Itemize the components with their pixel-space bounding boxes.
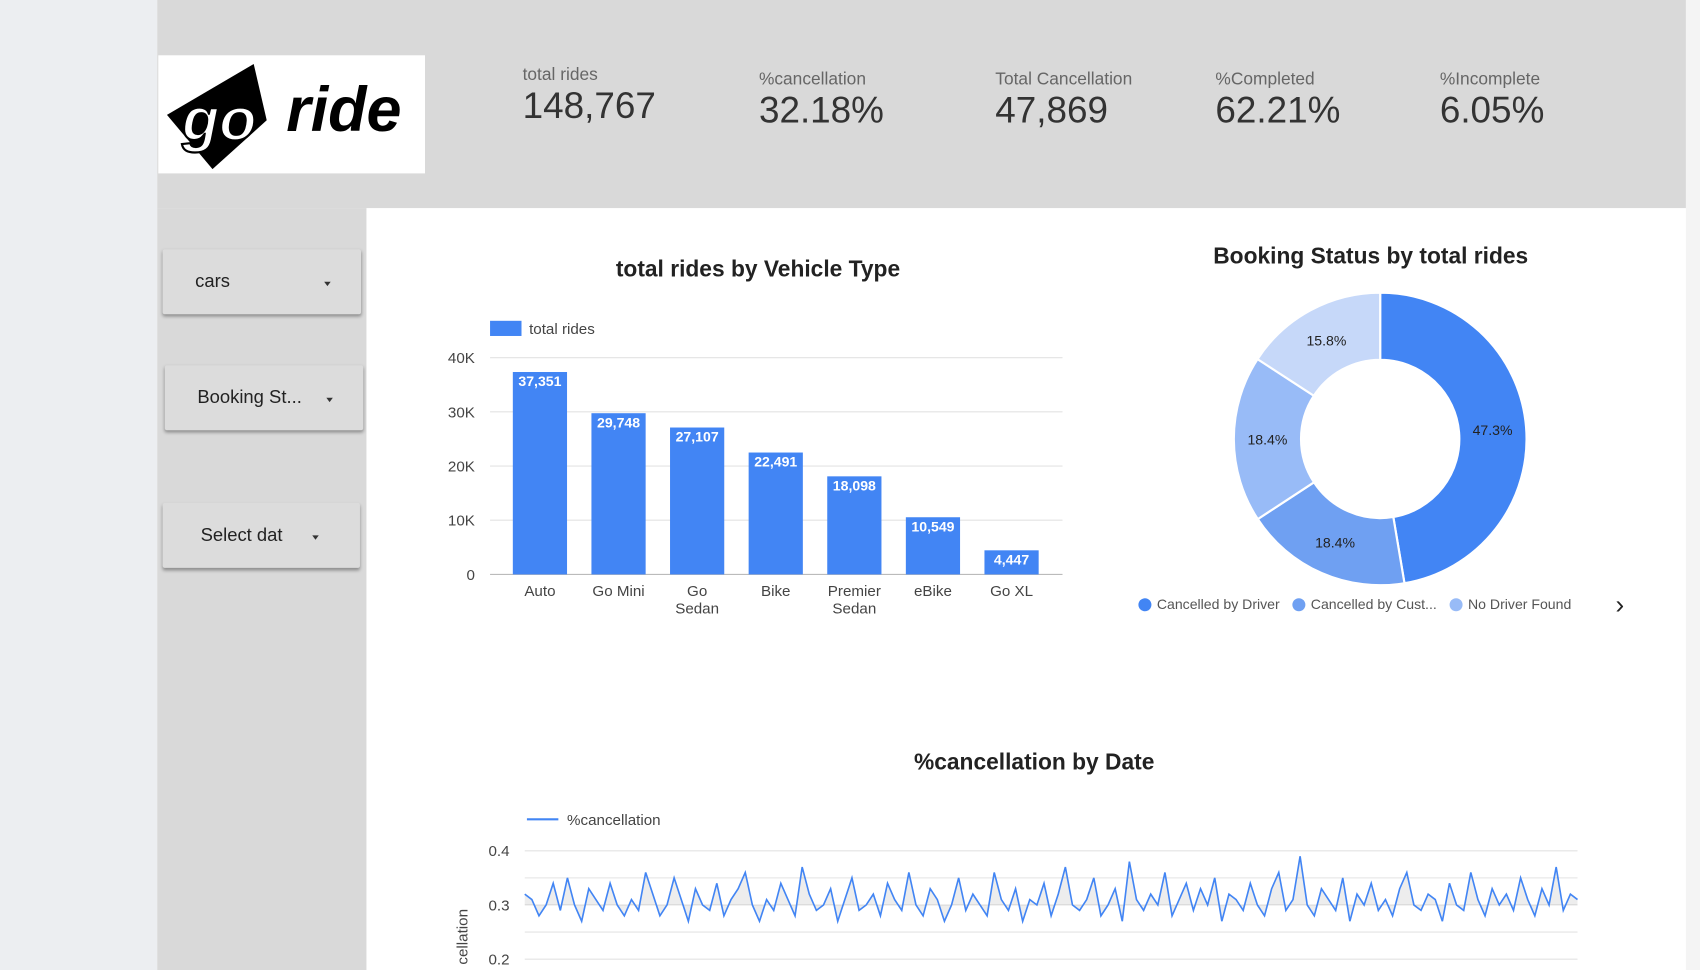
filter-sidebar (157, 208, 367, 970)
legend-swatch (490, 320, 522, 336)
x-tick-label: Auto (524, 583, 555, 600)
slice-label: 18.4% (1315, 535, 1355, 551)
legend-next-arrow-icon[interactable]: › (1615, 589, 1624, 619)
donut-slice (1379, 291, 1528, 585)
y-tick-label: 0.3 (488, 897, 509, 914)
kpi-total-rides: total rides 148,767 (523, 66, 656, 128)
bar-value-label: 4,447 (994, 551, 1029, 567)
legend-dot (1449, 598, 1463, 612)
y-tick-label: 0.4 (488, 843, 509, 860)
y-axis-label: cellation (454, 909, 471, 965)
kpi-value: 62.21% (1215, 89, 1341, 132)
slice-label: 18.4% (1247, 432, 1287, 448)
bar-value-label: 10,549 (911, 518, 954, 534)
caret-down-icon (324, 281, 331, 287)
line-area (524, 856, 1578, 922)
bar (670, 427, 725, 575)
line-chart: %cancellation 0.2 0.3 0.4 cellation (454, 812, 1579, 969)
legend-label: Cancelled by Cust... (1311, 596, 1437, 612)
kpi-value: 6.05% (1439, 89, 1545, 132)
y-tick-label: 30K (448, 404, 475, 421)
kpi-value: 148,767 (522, 85, 656, 127)
kpi-value: 47,869 (995, 89, 1109, 132)
kpi-total-cancellation: Total Cancellation 47,869 (995, 70, 1132, 132)
bar-chart: total rides 0 10K 20K 30K 40K 37,351 Auto 29,748… (448, 320, 1063, 617)
donut-chart: 47.3% 18.4% 18.4% 15.8% Cancelled by Driver C… (1138, 291, 1624, 619)
bar-value-label: 22,491 (754, 454, 797, 470)
date-range-picker[interactable]: Select dat (162, 502, 360, 568)
legend-label: total rides (529, 321, 595, 338)
right-gutter (1685, 0, 1700, 970)
logo-image: go ride (166, 63, 402, 170)
kpi-label: %Completed (1215, 70, 1315, 89)
bar (905, 517, 961, 575)
y-tick-label: 0.2 (488, 952, 509, 969)
kpi-label: %Incomplete (1439, 70, 1541, 89)
svg-text:ride: ride (286, 75, 401, 145)
kpi-label: total rides (522, 66, 598, 85)
legend-dot (1138, 598, 1152, 612)
y-tick-label: 10K (448, 513, 475, 530)
bar-value-label: 27,107 (676, 429, 719, 445)
y-tick-label: 40K (448, 350, 475, 367)
donut-slice (1256, 291, 1382, 398)
slice-label: 15.8% (1306, 332, 1346, 348)
slice-label: 47.3% (1473, 422, 1513, 438)
y-tick-label: 20K (448, 458, 475, 475)
vehicle-filter-dropdown[interactable]: cars (162, 249, 362, 315)
bar-chart-title: total rides by Vehicle Type (615, 256, 901, 282)
pie-chart-title: Booking Status by total rides (1213, 243, 1529, 269)
y-tick-label: 0 (466, 567, 474, 584)
bar (512, 372, 568, 575)
kpi-value: 32.18% (758, 89, 884, 132)
x-tick-label: Go Mini (592, 583, 644, 600)
left-gutter (0, 0, 158, 970)
filter-label: Booking St... (197, 386, 302, 408)
caret-down-icon (326, 397, 333, 403)
svg-text:go: go (181, 85, 256, 153)
kpi-label: Total Cancellation (995, 70, 1133, 89)
filter-label: Select dat (200, 524, 283, 546)
legend-label: No Driver Found (1468, 596, 1571, 612)
kpi-completed-pct: %Completed 62.21% (1215, 70, 1340, 132)
kpi-incomplete-pct: %Incomplete 6.05% (1440, 70, 1545, 132)
bar-value-label: 18,098 (833, 477, 876, 493)
bar (984, 550, 1039, 575)
line-chart-title: %cancellation by Date (913, 749, 1155, 775)
legend-label: Cancelled by Driver (1157, 596, 1280, 612)
bar (827, 476, 882, 575)
kpi-cancellation-pct: %cancellation 32.18% (759, 70, 884, 132)
series-line (524, 856, 1579, 925)
kpi-label: %cancellation (758, 70, 866, 89)
x-tick-label: Go XL (990, 583, 1033, 600)
filter-label: cars (195, 270, 230, 292)
x-tick-label: Bike (761, 583, 790, 600)
x-tick-label: eBike (914, 583, 952, 600)
bar (591, 413, 646, 575)
legend-dot (1292, 598, 1306, 612)
legend-label: %cancellation (567, 812, 661, 829)
bar-value-label: 37,351 (518, 373, 561, 389)
bar (748, 452, 803, 575)
caret-down-icon (312, 535, 319, 540)
goride-logo: go ride (158, 55, 426, 174)
x-tick-label: Sedan (675, 600, 719, 617)
x-tick-label: Sedan (832, 600, 876, 617)
booking-status-filter-dropdown[interactable]: Booking St... (164, 365, 364, 431)
x-tick-label: Premier (828, 583, 881, 600)
x-tick-label: Go (687, 583, 707, 600)
bar-value-label: 29,748 (597, 414, 640, 430)
